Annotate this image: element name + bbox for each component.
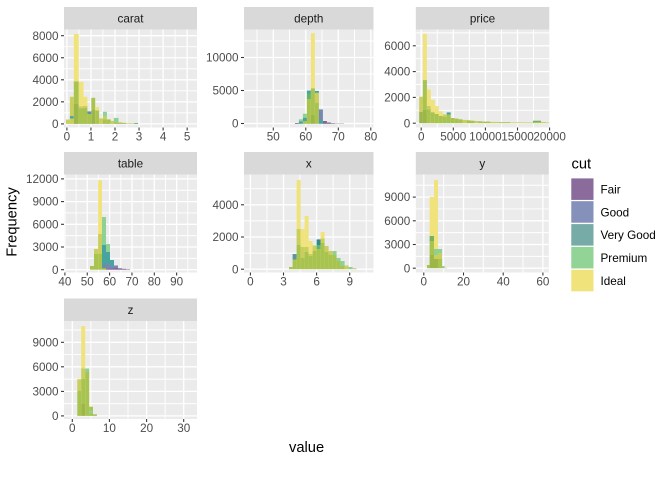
svg-text:value: value	[289, 440, 324, 456]
svg-text:1: 1	[88, 131, 95, 144]
svg-text:2000: 2000	[212, 231, 239, 244]
svg-text:price: price	[470, 12, 495, 25]
svg-text:table: table	[118, 157, 143, 170]
svg-text:5: 5	[184, 131, 191, 144]
svg-text:0: 0	[69, 422, 76, 435]
svg-text:cut: cut	[572, 156, 592, 172]
svg-text:Very Good: Very Good	[601, 229, 656, 242]
svg-text:Fair: Fair	[601, 184, 621, 197]
svg-text:Ideal: Ideal	[601, 275, 626, 288]
svg-text:5000: 5000	[440, 131, 467, 144]
svg-text:60: 60	[536, 276, 550, 289]
svg-text:50: 50	[81, 276, 95, 289]
svg-text:9000: 9000	[32, 196, 59, 209]
svg-text:9000: 9000	[32, 336, 59, 349]
svg-text:5000: 5000	[212, 85, 239, 98]
svg-text:0: 0	[247, 276, 254, 289]
svg-text:10000: 10000	[206, 52, 239, 65]
svg-text:4000: 4000	[384, 66, 411, 79]
svg-text:0: 0	[421, 276, 428, 289]
svg-text:x: x	[306, 157, 312, 170]
svg-text:2000: 2000	[384, 92, 411, 105]
svg-text:3: 3	[280, 276, 287, 289]
svg-text:2000: 2000	[32, 96, 59, 109]
svg-text:3000: 3000	[32, 241, 59, 254]
svg-text:0: 0	[64, 131, 71, 144]
svg-text:40: 40	[58, 276, 72, 289]
svg-text:6000: 6000	[32, 218, 59, 231]
svg-text:70: 70	[125, 276, 139, 289]
svg-text:15000: 15000	[501, 131, 534, 144]
svg-text:0: 0	[52, 118, 59, 131]
svg-text:Premium: Premium	[601, 252, 648, 265]
svg-text:70: 70	[332, 131, 346, 144]
svg-text:depth: depth	[294, 12, 323, 25]
svg-text:4000: 4000	[212, 199, 239, 212]
svg-text:80: 80	[364, 131, 378, 144]
svg-text:40: 40	[497, 276, 511, 289]
svg-text:4: 4	[160, 131, 167, 144]
svg-text:6000: 6000	[32, 361, 59, 374]
svg-text:3: 3	[136, 131, 143, 144]
svg-text:9000: 9000	[384, 191, 411, 204]
svg-text:2: 2	[112, 131, 119, 144]
svg-text:carat: carat	[118, 12, 145, 25]
svg-text:0: 0	[52, 410, 59, 423]
svg-text:0: 0	[404, 117, 411, 130]
svg-text:z: z	[128, 304, 134, 317]
svg-text:0: 0	[418, 131, 425, 144]
svg-text:60: 60	[103, 276, 117, 289]
svg-text:20: 20	[140, 422, 154, 435]
svg-text:0: 0	[232, 263, 239, 276]
svg-text:12000: 12000	[26, 173, 59, 186]
svg-text:0: 0	[52, 264, 59, 277]
svg-text:0: 0	[232, 118, 239, 131]
svg-text:60: 60	[299, 131, 313, 144]
svg-text:4000: 4000	[32, 74, 59, 87]
svg-text:Good: Good	[601, 206, 630, 219]
svg-text:10000: 10000	[469, 131, 502, 144]
svg-text:8000: 8000	[32, 30, 59, 43]
svg-text:6000: 6000	[384, 215, 411, 228]
svg-text:30: 30	[177, 422, 191, 435]
svg-text:20: 20	[457, 276, 471, 289]
svg-text:20000: 20000	[533, 131, 566, 144]
svg-text:3000: 3000	[384, 239, 411, 252]
svg-text:10: 10	[103, 422, 117, 435]
svg-text:90: 90	[170, 276, 184, 289]
svg-text:6: 6	[313, 276, 320, 289]
svg-text:y: y	[479, 157, 485, 170]
svg-text:Frequency: Frequency	[5, 187, 21, 257]
svg-text:50: 50	[267, 131, 281, 144]
svg-text:3000: 3000	[32, 386, 59, 399]
svg-text:9: 9	[346, 276, 353, 289]
svg-text:6000: 6000	[384, 40, 411, 53]
svg-text:0: 0	[404, 262, 411, 275]
svg-text:6000: 6000	[32, 52, 59, 65]
svg-text:80: 80	[148, 276, 162, 289]
